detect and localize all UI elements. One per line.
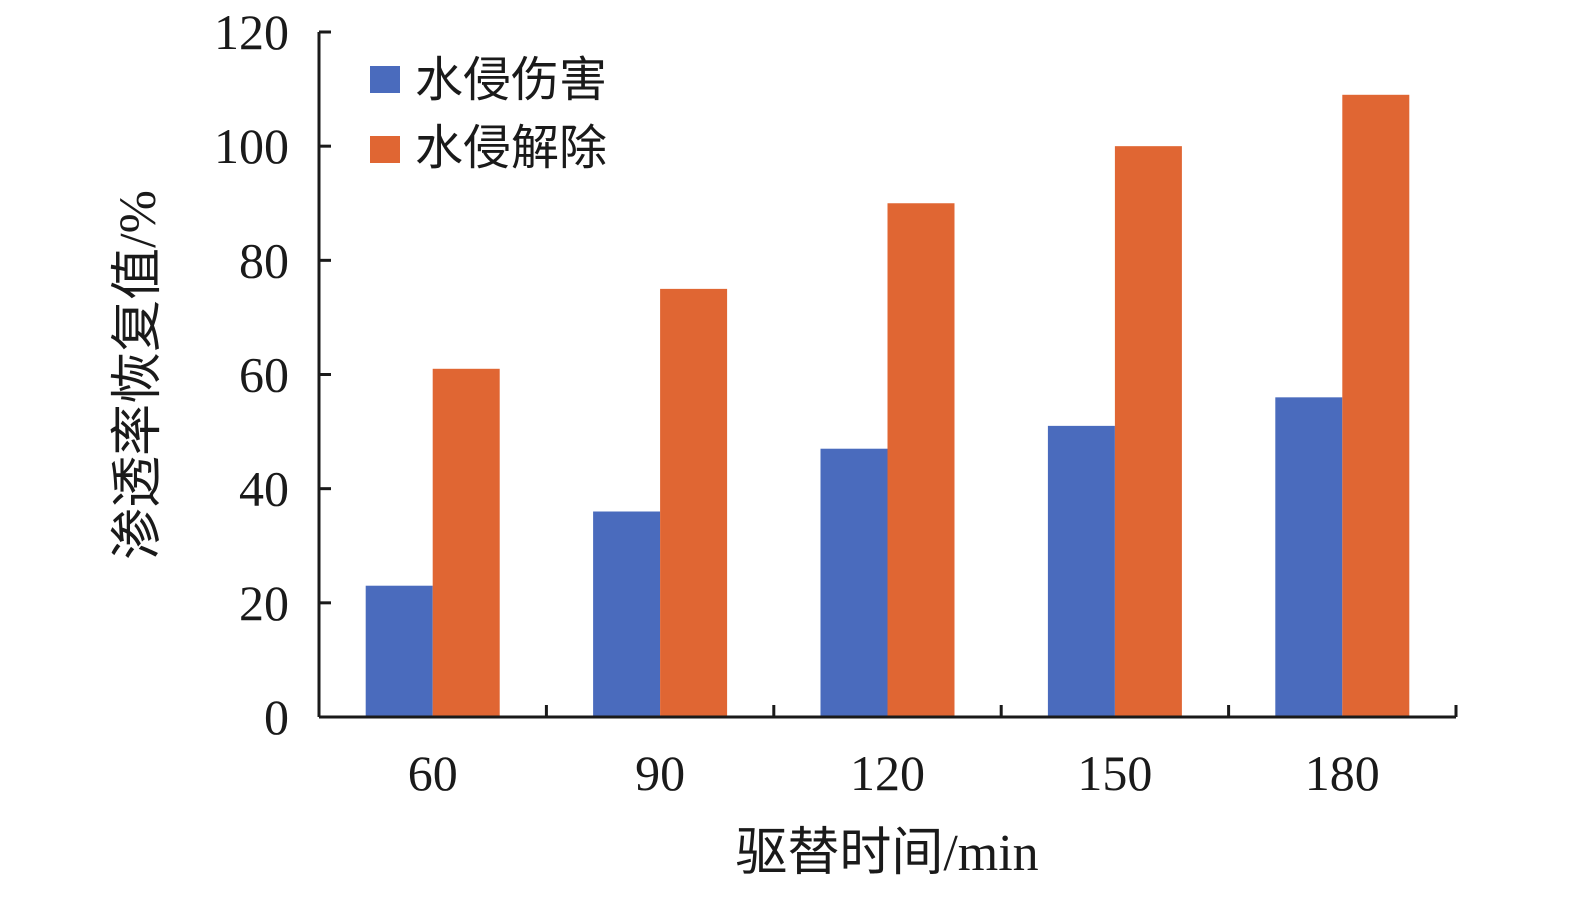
y-tick-label: 60 [239, 347, 289, 403]
bar-water-damage-60 [365, 585, 433, 717]
y-tick-label: 0 [264, 689, 289, 745]
y-tick-label: 100 [214, 118, 289, 174]
y-tick-label: 40 [239, 461, 289, 517]
legend-swatch-water-damage [370, 66, 400, 93]
y-tick-label: 80 [239, 232, 289, 288]
y-axis-title: 渗透率恢复值/% [110, 190, 167, 560]
x-tick-label: 60 [408, 745, 458, 801]
bar-water-damage-180 [1275, 397, 1343, 717]
x-ticks: 60 90 120 150 180 [317, 705, 1458, 801]
bar-water-damage-90 [593, 511, 661, 717]
y-tick-label: 20 [239, 575, 289, 631]
bar-water-removal-180 [1342, 94, 1410, 717]
x-tick-label: 120 [850, 745, 925, 801]
y-ticks: 0 20 40 60 80 100 120 [214, 4, 331, 745]
x-tick-label: 180 [1305, 745, 1380, 801]
bar-water-damage-120 [820, 448, 888, 717]
legend: 水侵伤害 水侵解除 [370, 54, 607, 175]
x-tick-label: 90 [635, 745, 685, 801]
bar-water-removal-120 [887, 203, 955, 717]
bars-layer [365, 94, 1410, 717]
bar-water-damage-150 [1047, 425, 1115, 717]
bar-water-removal-60 [432, 368, 500, 717]
legend-label-water-damage: 水侵伤害 [415, 54, 607, 107]
x-axis-title: 驱替时间/min [735, 825, 1038, 882]
legend-label-water-removal: 水侵解除 [415, 122, 607, 175]
y-tick-label: 120 [214, 4, 289, 60]
bar-water-removal-150 [1114, 146, 1182, 717]
bar-water-removal-90 [660, 288, 728, 717]
x-tick-label: 150 [1077, 745, 1152, 801]
legend-swatch-water-removal [370, 136, 400, 163]
